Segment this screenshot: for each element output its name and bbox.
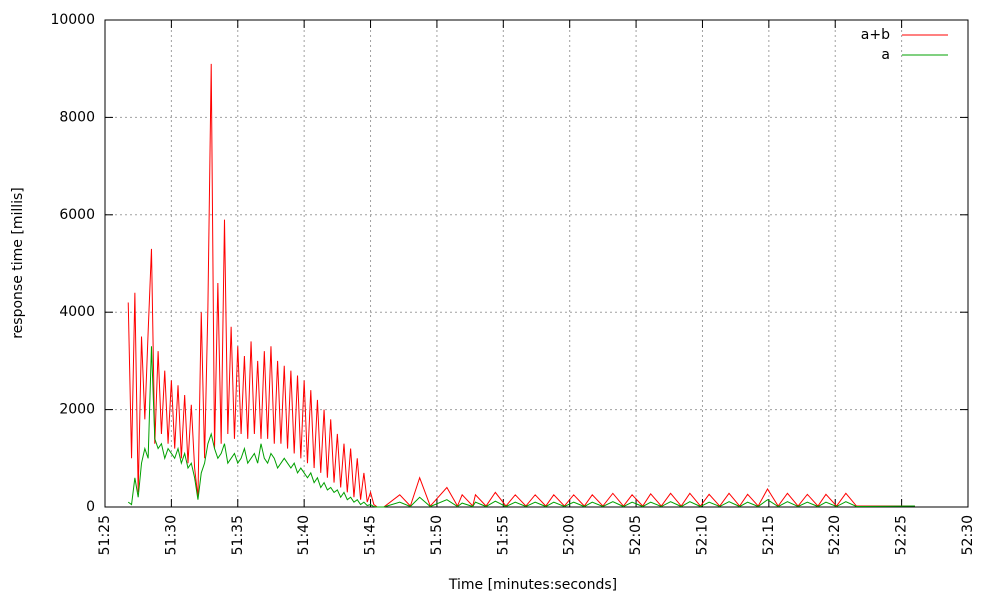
x-tick-label: 52:25	[894, 515, 910, 555]
legend-label: a+b	[861, 27, 890, 43]
x-tick-label: 52:20	[827, 515, 843, 555]
y-tick-label: 8000	[59, 109, 95, 125]
x-tick-label: 52:10	[694, 515, 710, 555]
series-line	[127, 63, 915, 508]
x-tick-label: 52:30	[960, 515, 976, 555]
plot-frame	[104, 19, 969, 508]
series-line	[127, 346, 915, 508]
x-axis-label: Time [minutes:seconds]	[448, 577, 617, 593]
x-tick-label: 51:50	[429, 515, 445, 555]
y-axis-label: response time [millis]	[10, 187, 26, 339]
x-tick-label: 51:35	[230, 515, 246, 555]
y-tick-label: 10000	[50, 12, 95, 28]
y-tick-label: 6000	[59, 207, 95, 223]
x-tick-label: 51:55	[495, 515, 511, 555]
x-tick-label: 51:25	[97, 515, 113, 555]
y-tick-label: 4000	[59, 304, 95, 320]
x-tick-label: 51:30	[163, 515, 179, 555]
x-tick-label: 52:00	[562, 515, 578, 555]
legend-label: a	[881, 47, 890, 63]
x-tick-label: 52:15	[761, 515, 777, 555]
y-tick-label: 0	[86, 499, 95, 515]
x-tick-label: 51:40	[296, 515, 312, 555]
x-tick-label: 51:45	[363, 515, 379, 555]
y-tick-label: 2000	[59, 402, 95, 418]
x-tick-label: 52:05	[628, 515, 644, 555]
